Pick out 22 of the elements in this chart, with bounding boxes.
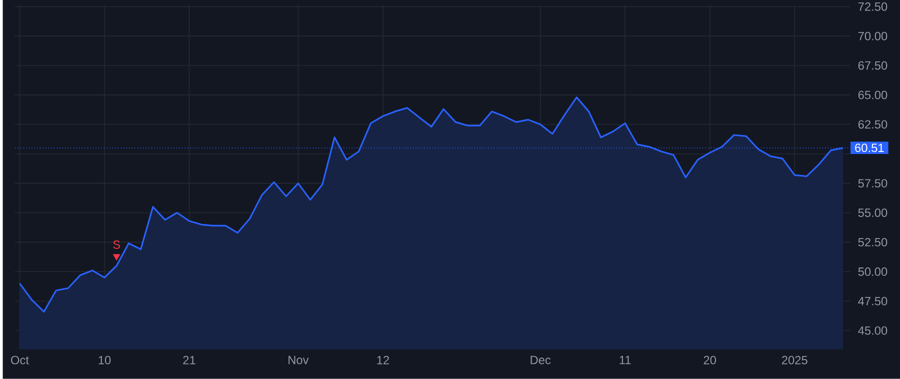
y-tick-label: 47.50: [858, 296, 888, 306]
y-tick-label: 50.00: [858, 268, 888, 276]
y-tick-label: 65.00: [858, 90, 888, 100]
x-tick-label: Oct: [11, 356, 29, 364]
y-tick-label: 55.00: [858, 208, 888, 218]
series-label: S: [113, 240, 120, 249]
y-tick-label: 62.50: [858, 120, 888, 129]
x-tick-label: 21: [183, 356, 196, 364]
x-tick-label: 12: [377, 356, 389, 364]
y-tick-label: 57.50: [858, 179, 888, 188]
y-tick-label: 52.50: [858, 238, 888, 246]
y-tick-label: 70.00: [858, 32, 888, 40]
x-tick-label: Dec: [530, 356, 551, 364]
ref-line-label: 60.51: [855, 144, 884, 152]
y-tick-label: 67.50: [858, 61, 888, 70]
x-tick-label: 10: [98, 356, 111, 364]
y-tick-label: 45.00: [858, 326, 888, 335]
x-tick-label: 20: [704, 356, 716, 364]
x-tick-label: 2025: [782, 356, 808, 364]
y-tick-label: 72.50: [858, 2, 888, 11]
x-tick-label: Nov: [288, 356, 309, 364]
x-tick-label: 11: [620, 356, 631, 364]
